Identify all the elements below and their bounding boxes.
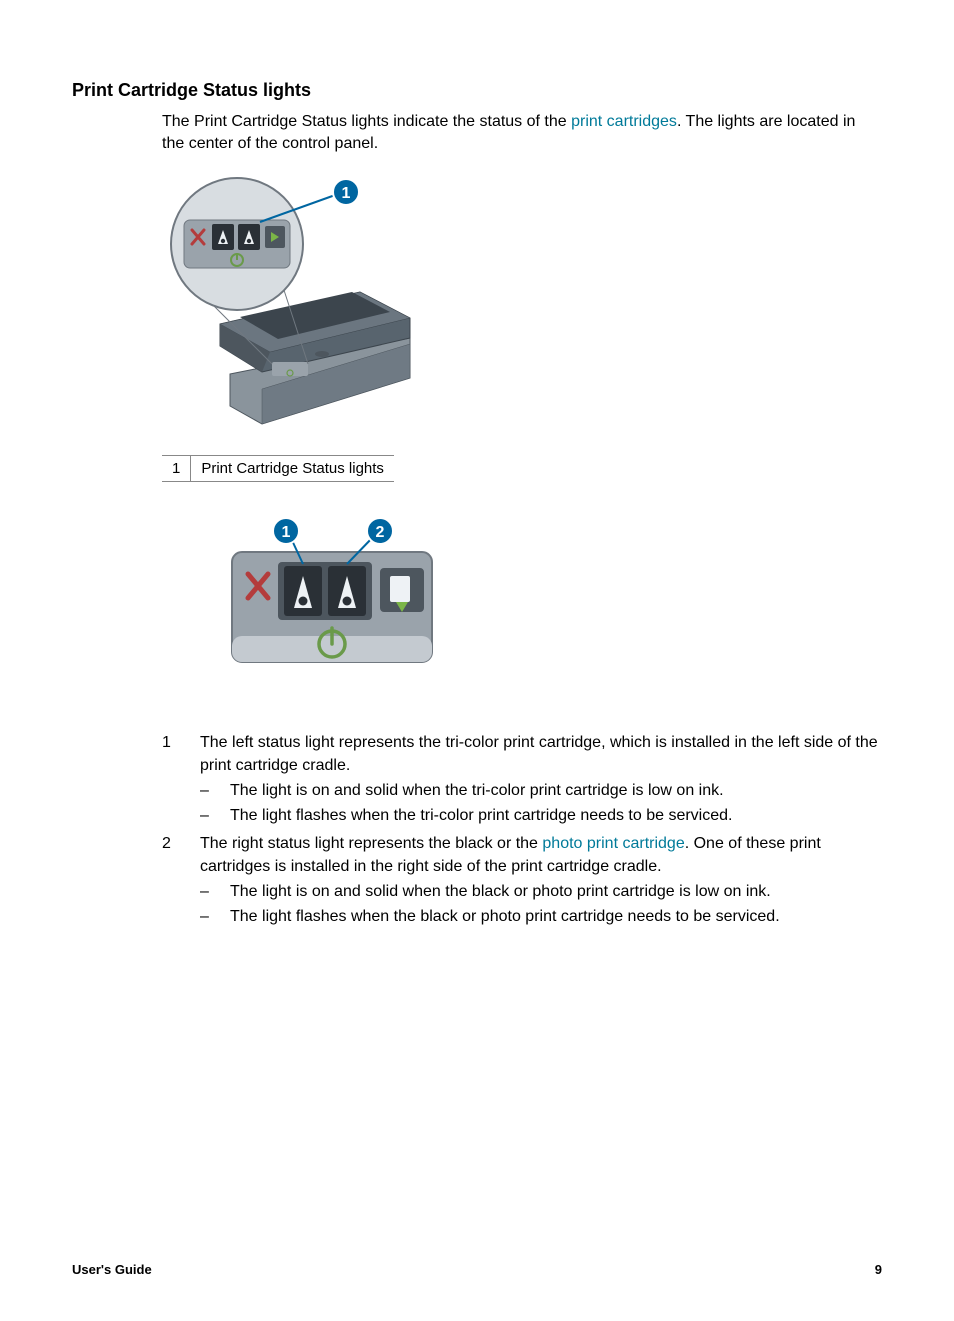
intro-text-1: The Print Cartridge Status lights indica… xyxy=(162,113,571,130)
printer-with-zoom-svg: 1 xyxy=(162,174,420,432)
sub-text: The light is on and solid when the black… xyxy=(230,880,882,903)
zoom-panel xyxy=(184,220,290,268)
sub-text: The light is on and solid when the tri-c… xyxy=(230,779,882,802)
intro-paragraph: The Print Cartridge Status lights indica… xyxy=(162,111,882,156)
dash: – xyxy=(200,880,230,903)
sub-text: The light flashes when the black or phot… xyxy=(230,905,882,928)
section-heading: Print Cartridge Status lights xyxy=(72,80,882,101)
sub-item: – The light is on and solid when the bla… xyxy=(200,880,882,903)
list-item: 2 The right status light represents the … xyxy=(162,832,882,931)
table-row: 1 Print Cartridge Status lights xyxy=(162,455,394,481)
item-text-part: The right status light represents the bl… xyxy=(200,835,542,852)
footer-left: User's Guide xyxy=(72,1262,152,1277)
printer-figure: 1 xyxy=(162,174,882,437)
footer-page-num: 9 xyxy=(875,1262,882,1277)
control-panel-svg: 1 2 xyxy=(222,516,442,686)
dash: – xyxy=(200,804,230,827)
dash: – xyxy=(200,905,230,928)
item-num: 1 xyxy=(162,731,200,830)
page-footer: User's Guide 9 xyxy=(72,1262,882,1277)
callout-num-1: 1 xyxy=(342,185,351,202)
printer-body-group xyxy=(220,292,410,424)
item-text: The left status light represents the tri… xyxy=(200,734,878,774)
callout-num-1b: 1 xyxy=(282,524,291,541)
photo-print-cartridge-link[interactable]: photo print cartridge xyxy=(542,835,684,852)
list-item: 1 The left status light represents the t… xyxy=(162,731,882,830)
sub-text: The light flashes when the tri-color pri… xyxy=(230,804,882,827)
control-panel-figure: 1 2 xyxy=(72,516,882,731)
print-cartridges-link[interactable]: print cartridges xyxy=(571,113,677,130)
dash: – xyxy=(200,779,230,802)
numbered-list: 1 The left status light represents the t… xyxy=(162,731,882,931)
legend-num: 1 xyxy=(162,455,191,481)
item-num: 2 xyxy=(162,832,200,931)
sub-item: – The light flashes when the black or ph… xyxy=(200,905,882,928)
sub-item: – The light is on and solid when the tri… xyxy=(200,779,882,802)
legend-table: 1 Print Cartridge Status lights xyxy=(162,455,394,482)
legend-label: Print Cartridge Status lights xyxy=(191,455,394,481)
sub-item: – The light flashes when the tri-color p… xyxy=(200,804,882,827)
callout-num-2: 2 xyxy=(376,524,385,541)
